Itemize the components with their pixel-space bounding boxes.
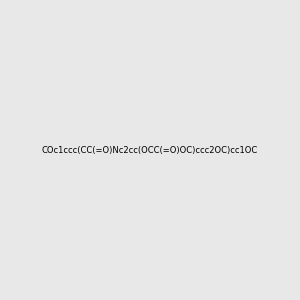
Text: COc1ccc(CC(=O)Nc2cc(OCC(=O)OC)ccc2OC)cc1OC: COc1ccc(CC(=O)Nc2cc(OCC(=O)OC)ccc2OC)cc1… [42, 146, 258, 154]
